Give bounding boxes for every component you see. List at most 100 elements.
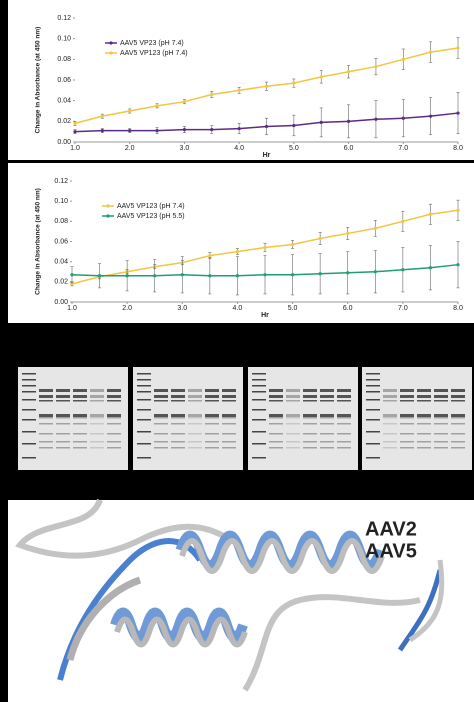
gel-band	[154, 423, 168, 425]
gel-band	[434, 433, 448, 435]
gel-band	[252, 391, 266, 393]
point	[237, 126, 241, 131]
gel-band	[383, 447, 397, 449]
gel-band	[434, 447, 448, 449]
gel-band	[383, 423, 397, 425]
gel-band	[320, 389, 334, 392]
gel-band	[154, 400, 168, 402]
gel-band	[303, 400, 317, 402]
gel-band	[107, 441, 121, 443]
point	[456, 208, 460, 212]
gel-band	[90, 447, 104, 449]
gel-band	[417, 389, 431, 392]
gel-band	[286, 433, 300, 435]
gel-band	[154, 389, 168, 392]
gel-band	[90, 417, 104, 419]
legend-marker	[109, 51, 113, 55]
y-tick-label: 0.02	[54, 279, 68, 286]
gel-band	[434, 389, 448, 392]
gel-band	[73, 395, 87, 398]
gel-band	[171, 447, 185, 449]
point	[319, 120, 323, 124]
gel-band	[90, 433, 104, 435]
gel-band	[286, 395, 300, 398]
point	[128, 109, 132, 113]
x-tick-label: 3.0	[180, 145, 190, 152]
helix	[179, 538, 385, 574]
gel-band	[56, 441, 70, 443]
gel-band	[222, 423, 236, 425]
gel-band	[337, 389, 351, 392]
gel-band	[286, 389, 300, 392]
gel-band	[417, 414, 431, 417]
gel-band	[107, 389, 121, 392]
gel-band	[252, 385, 266, 387]
gel-band	[286, 414, 300, 417]
gel-band	[417, 400, 431, 402]
gel-band	[107, 417, 121, 419]
gel-band	[451, 423, 465, 425]
gel-band	[337, 441, 351, 443]
gel-band	[171, 433, 185, 435]
point	[346, 119, 351, 123]
chart-panel	[8, 163, 474, 323]
gel-band	[56, 414, 70, 417]
gel-band	[269, 395, 283, 398]
point	[428, 266, 433, 270]
gel-band	[269, 447, 283, 449]
gel-band	[400, 395, 414, 398]
gel-band	[188, 389, 202, 392]
gel-band	[205, 389, 219, 392]
gel-band	[320, 417, 334, 419]
gel-band	[73, 423, 87, 425]
gel-band	[320, 414, 334, 417]
gel-band	[320, 441, 334, 443]
gel-band	[451, 433, 465, 435]
gel-band	[188, 417, 202, 419]
point	[292, 123, 296, 128]
gel-band	[39, 389, 53, 392]
gel-band	[400, 423, 414, 425]
y-tick-label: 0.08	[54, 218, 68, 225]
gel-band	[303, 441, 317, 443]
gel-band	[188, 414, 202, 417]
point	[155, 104, 159, 108]
gel-band	[303, 414, 317, 417]
y-tick-label: 0.02	[57, 118, 71, 125]
gel-band	[269, 423, 283, 425]
gel-band	[137, 373, 151, 375]
point	[318, 272, 322, 276]
gel-band	[337, 447, 351, 449]
gel-band	[107, 395, 121, 398]
point	[208, 274, 212, 278]
gel-band	[39, 395, 53, 398]
point	[429, 114, 433, 118]
gel-band	[39, 423, 53, 425]
gel-band	[366, 409, 380, 411]
point	[182, 100, 187, 104]
ribbon	[15, 498, 232, 559]
point	[346, 70, 351, 74]
gel-band	[383, 400, 397, 402]
gel-band	[366, 385, 380, 387]
gel-band	[188, 433, 202, 435]
gel-band	[171, 389, 185, 392]
legend-label: AAV5 VP123 (pH 5.5)	[117, 213, 185, 220]
y-tick-label: 0.04	[57, 98, 71, 105]
gel-band	[171, 441, 185, 443]
point	[155, 129, 159, 133]
gel-band	[451, 389, 465, 392]
gel-band	[107, 433, 121, 435]
helix	[114, 616, 248, 648]
gel-band	[56, 400, 70, 402]
x-tick-label: 5.0	[288, 305, 298, 312]
gel-band	[451, 400, 465, 402]
gel-band	[366, 431, 380, 433]
gel-band	[171, 417, 185, 419]
gel-band	[320, 433, 334, 435]
gel-band	[39, 441, 53, 443]
y-tick-label: 0.10	[57, 36, 71, 43]
gel-band	[90, 395, 104, 398]
gel-band	[222, 395, 236, 398]
gel-band	[286, 417, 300, 419]
